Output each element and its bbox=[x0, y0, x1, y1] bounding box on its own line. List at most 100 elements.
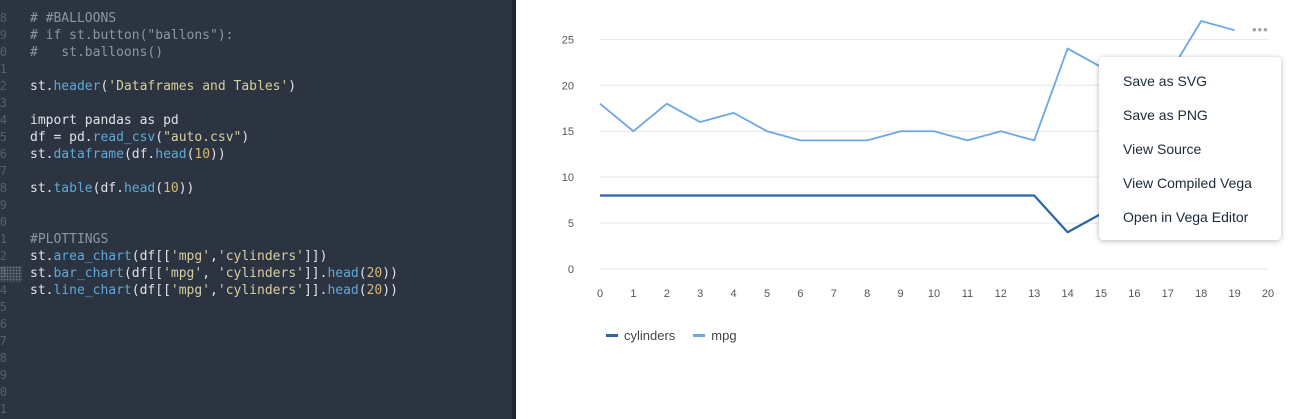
y-tick-label: 25 bbox=[562, 34, 574, 46]
code-line[interactable]: 1 bbox=[0, 61, 512, 78]
x-tick-label: 18 bbox=[1195, 288, 1207, 300]
code-line[interactable]: 6 st.dataframe(df.head(10)) bbox=[0, 146, 512, 163]
code-line[interactable]: 8 bbox=[0, 350, 512, 367]
code-line[interactable]: 9 bbox=[0, 197, 512, 214]
code-line[interactable]: 0 # st.balloons() bbox=[0, 44, 512, 61]
menu-item-view-source[interactable]: View Source bbox=[1123, 141, 1202, 157]
code-token-plain: ]]) bbox=[303, 249, 328, 264]
x-tick-label: 0 bbox=[597, 288, 603, 300]
code-token-plain: ) bbox=[288, 79, 297, 94]
x-tick-label: 19 bbox=[1228, 288, 1240, 300]
line-number: 2 bbox=[0, 79, 7, 93]
y-tick-label: 20 bbox=[562, 80, 574, 92]
legend-swatch-mpg bbox=[693, 334, 706, 337]
code-token-fn: table bbox=[53, 181, 93, 196]
code-text: #PLOTTINGS bbox=[30, 231, 108, 248]
x-tick-label: 3 bbox=[697, 288, 703, 300]
code-line[interactable]: 9 bbox=[0, 367, 512, 384]
y-tick-label: 10 bbox=[562, 172, 574, 184]
legend-swatch-cylinders bbox=[606, 334, 618, 337]
code-editor[interactable]: 8 # #BALLOONS 9 # if st.button("ballons"): 0… bbox=[0, 0, 512, 419]
code-token-comment: #PLOTTINGS bbox=[30, 232, 109, 247]
code-token-plain: st. bbox=[30, 147, 54, 162]
code-line[interactable]: 0 bbox=[0, 214, 512, 231]
x-tick-label: 13 bbox=[1028, 288, 1040, 300]
code-text: # st.balloons() bbox=[30, 44, 163, 61]
code-text: st.dataframe(df.head(10)) bbox=[30, 146, 226, 163]
code-line[interactable]: 8 # #BALLOONS bbox=[0, 10, 512, 27]
code-token-plain: ) bbox=[241, 130, 250, 145]
menu-item-save-svg[interactable]: Save as SVG bbox=[1123, 73, 1208, 89]
line-number: 4 bbox=[0, 283, 7, 297]
code-token-plain: ]]. bbox=[303, 283, 328, 298]
code-token-fn: read_csv bbox=[92, 130, 156, 145]
chart-actions-icon[interactable]: ••• bbox=[1252, 22, 1269, 37]
modified-line-marker bbox=[0, 266, 22, 282]
x-tick-label: 5 bbox=[764, 288, 770, 300]
code-token-plain: (df[[ bbox=[123, 266, 164, 281]
code-token-plain: (df[[ bbox=[131, 283, 171, 298]
code-line[interactable]: 2 st.header('Dataframes and Tables') bbox=[0, 78, 512, 95]
code-token-comment: # st.balloons() bbox=[30, 45, 164, 60]
legend-label-mpg: mpg bbox=[711, 328, 737, 343]
code-token-comment: # if st.button("ballons"): bbox=[30, 28, 234, 43]
pane-divider[interactable] bbox=[512, 0, 516, 419]
chart-legend: cylinders mpg bbox=[606, 328, 737, 343]
line-number: 2 bbox=[0, 249, 7, 263]
code-token-comment: # #BALLOONS bbox=[30, 11, 117, 26]
x-tick-label: 6 bbox=[797, 288, 803, 300]
line-number: 6 bbox=[0, 147, 7, 161]
code-token-plain: ( bbox=[186, 147, 195, 162]
line-number: 0 bbox=[0, 215, 7, 229]
line-number: 5 bbox=[0, 300, 7, 314]
code-token-kw: as bbox=[139, 113, 156, 128]
code-line[interactable]: 5 df = pd.read_csv("auto.csv") bbox=[0, 129, 512, 146]
code-text: # if st.button("ballons"): bbox=[30, 27, 234, 44]
code-line[interactable]: 3 bbox=[0, 95, 512, 112]
code-line[interactable]: 9 # if st.button("ballons"): bbox=[0, 27, 512, 44]
code-token-str: "auto.csv" bbox=[163, 130, 242, 145]
line-number: 9 bbox=[0, 198, 7, 212]
menu-item-save-png[interactable]: Save as PNG bbox=[1123, 107, 1208, 123]
line-number: 4 bbox=[0, 113, 7, 127]
code-token-plain: (df[[ bbox=[131, 249, 171, 264]
legend-item-mpg: mpg bbox=[693, 328, 737, 343]
code-line[interactable]: 7 bbox=[0, 333, 512, 350]
line-number: 1 bbox=[0, 232, 7, 246]
code-line[interactable]: 8 st.table(df.head(10)) bbox=[0, 180, 512, 197]
code-line[interactable]: 7 bbox=[0, 163, 512, 180]
line-number: 8 bbox=[0, 181, 7, 195]
code-line[interactable]: 5 bbox=[0, 299, 512, 316]
code-token-plain: pd bbox=[155, 113, 179, 128]
line-number: 7 bbox=[0, 164, 7, 178]
code-line[interactable]: 3st.bar_chart(df[['mpg', 'cylinders']].h… bbox=[0, 265, 512, 282]
line-number: 8 bbox=[0, 11, 7, 25]
x-tick-label: 14 bbox=[1061, 288, 1073, 300]
code-line[interactable]: 0 bbox=[0, 384, 512, 401]
code-token-fn: head bbox=[327, 283, 359, 298]
x-tick-label: 8 bbox=[864, 288, 870, 300]
menu-item-open-vega-editor[interactable]: Open in Vega Editor bbox=[1123, 209, 1249, 225]
line-number: 9 bbox=[0, 368, 7, 382]
code-token-plain: , bbox=[202, 266, 218, 281]
code-token-fn: head bbox=[155, 147, 187, 162]
code-token-plain: ( bbox=[358, 266, 367, 281]
x-tick-label: 12 bbox=[995, 288, 1007, 300]
code-token-plain: pandas bbox=[76, 113, 140, 128]
code-line[interactable]: 4 st.line_chart(df[['mpg','cylinders']].h… bbox=[0, 282, 512, 299]
code-line[interactable]: 2 st.area_chart(df[['mpg','cylinders']]) bbox=[0, 248, 512, 265]
menu-item-view-compiled-vega[interactable]: View Compiled Vega bbox=[1123, 175, 1252, 191]
code-token-plain: st. bbox=[30, 266, 54, 281]
code-line[interactable]: 1 bbox=[0, 401, 512, 418]
line-number: 0 bbox=[0, 385, 7, 399]
code-text: st.table(df.head(10)) bbox=[30, 180, 194, 197]
code-token-plain: , bbox=[210, 249, 218, 264]
x-tick-label: 15 bbox=[1095, 288, 1107, 300]
code-lines: 8 # #BALLOONS 9 # if st.button("ballons"): 0… bbox=[0, 10, 512, 419]
code-line[interactable]: 1 #PLOTTINGS bbox=[0, 231, 512, 248]
code-line[interactable]: 6 bbox=[0, 316, 512, 333]
code-token-plain: ]]. bbox=[303, 266, 328, 281]
code-token-str: 'mpg' bbox=[170, 283, 211, 298]
code-line[interactable]: 4 import pandas as pd bbox=[0, 112, 512, 129]
code-text: # #BALLOONS bbox=[30, 10, 116, 27]
